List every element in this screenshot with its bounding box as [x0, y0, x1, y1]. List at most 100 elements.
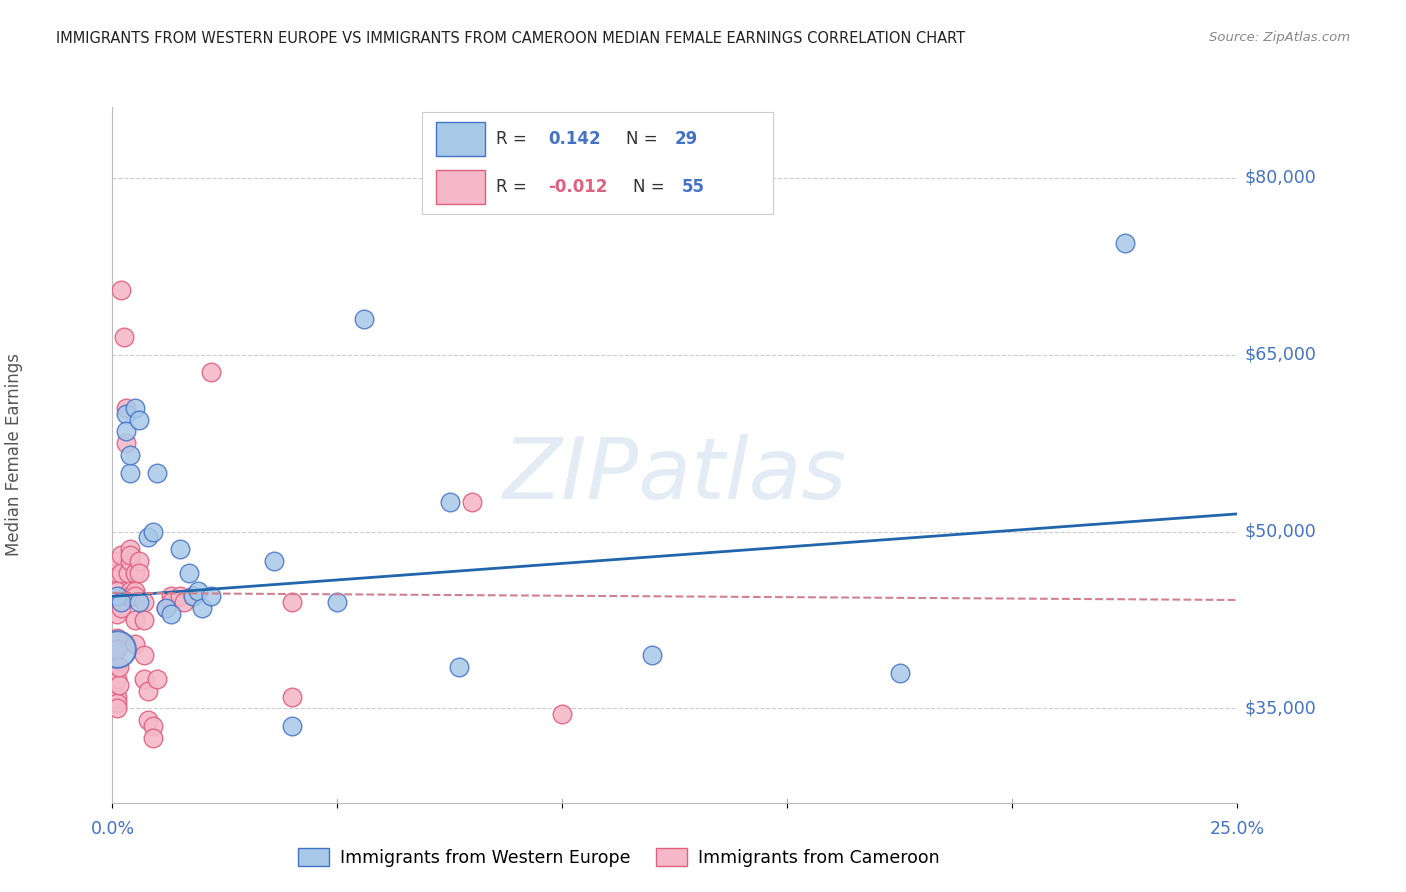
- Point: [110, 548, 132, 562]
- Text: $50,000: $50,000: [1244, 523, 1316, 541]
- Point: [124, 637, 146, 651]
- Point: [326, 595, 349, 609]
- Text: -0.012: -0.012: [548, 178, 607, 196]
- Point: [120, 583, 142, 598]
- Text: R =: R =: [496, 129, 531, 148]
- Point: [105, 566, 128, 580]
- Point: [447, 660, 470, 674]
- Point: [110, 283, 132, 297]
- Point: [120, 590, 142, 604]
- Text: Source: ZipAtlas.com: Source: ZipAtlas.com: [1209, 31, 1350, 45]
- Text: 29: 29: [675, 129, 699, 148]
- Point: [155, 601, 177, 615]
- Point: [263, 554, 285, 568]
- Point: [200, 590, 222, 604]
- Point: [173, 595, 195, 609]
- Point: [132, 613, 155, 627]
- Point: [138, 683, 160, 698]
- Point: [105, 642, 128, 657]
- Text: Median Female Earnings: Median Female Earnings: [6, 353, 22, 557]
- Point: [160, 595, 183, 609]
- Text: N =: N =: [633, 178, 669, 196]
- Text: N =: N =: [626, 129, 662, 148]
- Point: [110, 566, 132, 580]
- Point: [1114, 235, 1136, 250]
- Point: [105, 690, 128, 704]
- Point: [120, 542, 142, 557]
- Point: [115, 590, 138, 604]
- Point: [108, 678, 131, 692]
- Point: [183, 590, 205, 604]
- Point: [353, 312, 375, 326]
- Point: [128, 412, 150, 426]
- Point: [138, 713, 160, 727]
- Point: [105, 583, 128, 598]
- Point: [128, 554, 150, 568]
- Point: [146, 672, 169, 686]
- Point: [105, 672, 128, 686]
- Point: [132, 648, 155, 663]
- Text: 0.142: 0.142: [548, 129, 600, 148]
- Point: [281, 595, 304, 609]
- Point: [120, 466, 142, 480]
- Point: [187, 583, 209, 598]
- Point: [115, 407, 138, 421]
- FancyBboxPatch shape: [436, 170, 485, 204]
- Point: [120, 554, 142, 568]
- Point: [142, 719, 165, 733]
- Point: [105, 554, 128, 568]
- Point: [108, 660, 131, 674]
- Point: [105, 696, 128, 710]
- Point: [132, 672, 155, 686]
- Point: [105, 642, 128, 657]
- Point: [146, 466, 169, 480]
- Text: 0.0%: 0.0%: [90, 821, 135, 838]
- Point: [105, 607, 128, 621]
- Text: $65,000: $65,000: [1244, 346, 1316, 364]
- Point: [112, 330, 135, 344]
- Legend: Immigrants from Western Europe, Immigrants from Cameroon: Immigrants from Western Europe, Immigran…: [291, 841, 946, 874]
- Point: [160, 590, 183, 604]
- Point: [105, 701, 128, 715]
- Text: R =: R =: [496, 178, 531, 196]
- Point: [115, 436, 138, 450]
- Text: 55: 55: [682, 178, 704, 196]
- Point: [461, 495, 484, 509]
- Point: [124, 613, 146, 627]
- Point: [142, 524, 165, 539]
- Point: [200, 365, 222, 379]
- Text: $35,000: $35,000: [1244, 699, 1316, 717]
- Point: [105, 590, 128, 604]
- Point: [169, 590, 191, 604]
- Point: [138, 531, 160, 545]
- Point: [439, 495, 461, 509]
- Point: [115, 401, 138, 415]
- Point: [183, 590, 205, 604]
- Point: [105, 590, 128, 604]
- Text: 25.0%: 25.0%: [1209, 821, 1265, 838]
- Point: [124, 401, 146, 415]
- Point: [551, 707, 574, 722]
- Point: [110, 595, 132, 609]
- Text: IMMIGRANTS FROM WESTERN EUROPE VS IMMIGRANTS FROM CAMEROON MEDIAN FEMALE EARNING: IMMIGRANTS FROM WESTERN EUROPE VS IMMIGR…: [56, 31, 966, 46]
- Point: [128, 595, 150, 609]
- Point: [169, 542, 191, 557]
- Point: [142, 731, 165, 745]
- Point: [115, 425, 138, 439]
- Point: [281, 719, 304, 733]
- Point: [105, 660, 128, 674]
- Point: [124, 566, 146, 580]
- Point: [191, 601, 214, 615]
- Point: [120, 448, 142, 462]
- Point: [117, 566, 139, 580]
- Text: $80,000: $80,000: [1244, 169, 1316, 186]
- Point: [110, 601, 132, 615]
- Point: [177, 566, 200, 580]
- Point: [120, 548, 142, 562]
- Point: [124, 590, 146, 604]
- Point: [889, 666, 911, 681]
- Point: [641, 648, 664, 663]
- Point: [128, 566, 150, 580]
- Point: [124, 583, 146, 598]
- Point: [155, 601, 177, 615]
